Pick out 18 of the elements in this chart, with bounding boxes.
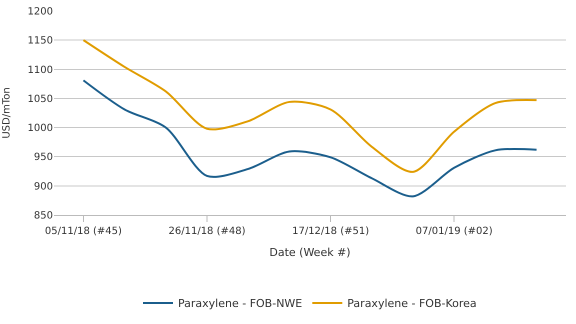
y-tick-label: 1100 (28, 64, 53, 76)
y-tick-label: 1000 (28, 123, 53, 134)
y-axis-title: USD/mTon (2, 87, 13, 139)
y-tick-label: 1150 (28, 36, 53, 47)
x-tick-label: 17/12/18 (#51) (292, 226, 370, 237)
y-tick-label: 1050 (28, 94, 53, 105)
x-tick-label: 07/01/19 (#02) (416, 226, 493, 237)
y-tick-label: 1200 (28, 6, 53, 18)
x-tick-label: 26/11/18 (#48) (168, 226, 246, 237)
y-tick-label: 950 (34, 152, 53, 164)
y-tick-label: 850 (34, 210, 53, 222)
y-tick-label: 900 (34, 181, 53, 192)
legend-label: Paraxylene - FOB-Korea (347, 297, 477, 310)
line-series (82, 39, 538, 173)
line-series (82, 79, 538, 198)
legend-label: Paraxylene - FOB-NWE (178, 297, 302, 310)
x-tick-label: 05/11/18 (#45) (44, 226, 122, 237)
x-axis-title: Date (Week #) (269, 246, 351, 260)
